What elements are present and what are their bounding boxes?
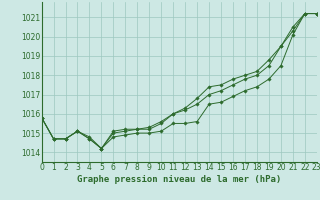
X-axis label: Graphe pression niveau de la mer (hPa): Graphe pression niveau de la mer (hPa) [77,175,281,184]
